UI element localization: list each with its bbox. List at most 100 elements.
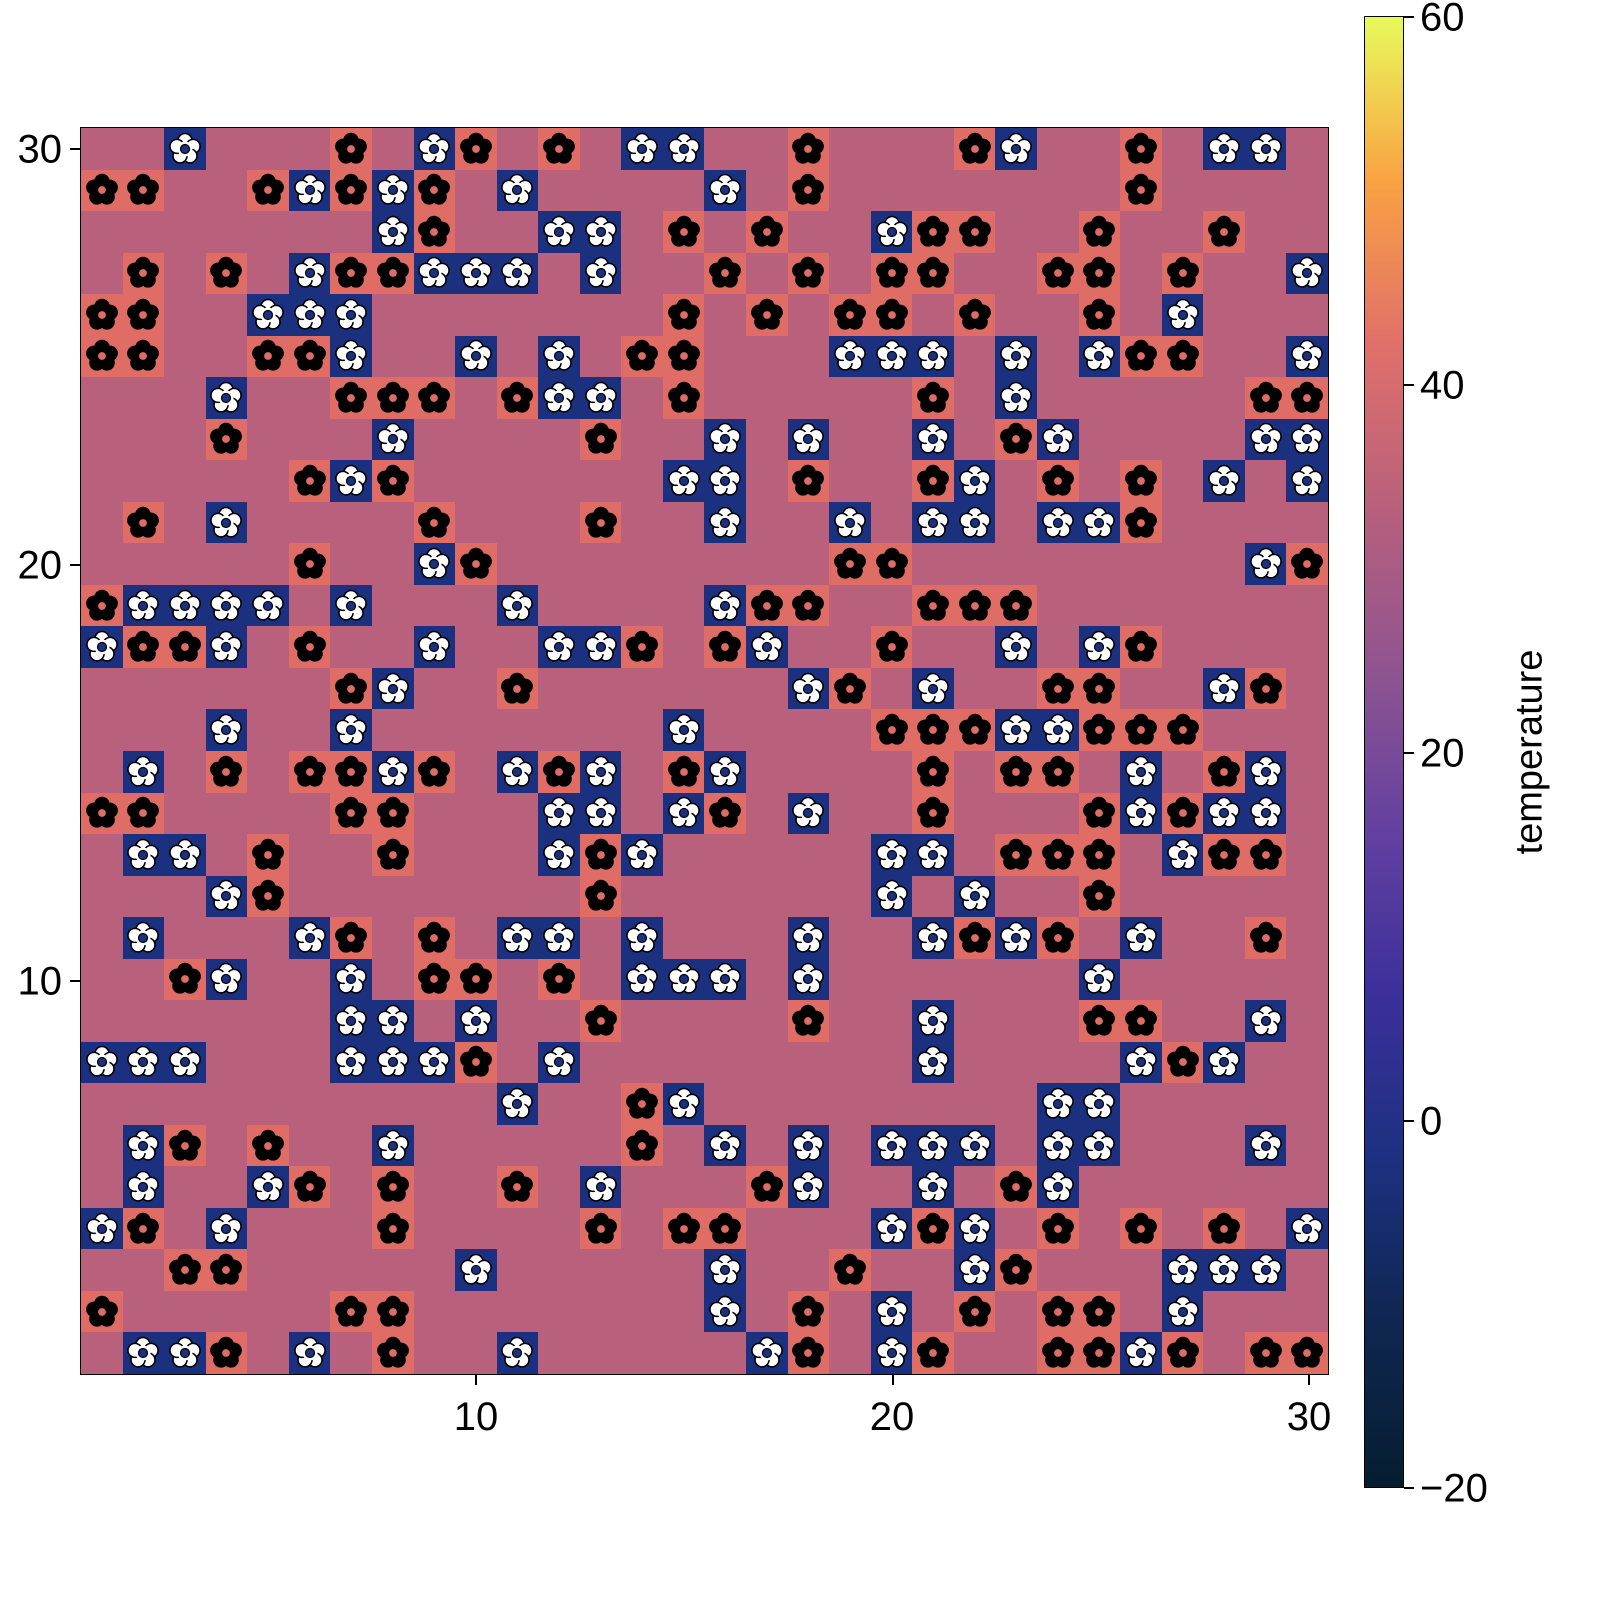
heatmap-cell-cold [330,1000,372,1042]
heatmap-cell [995,543,1038,585]
heatmap-cell [787,1041,830,1084]
heatmap-cell [870,501,913,544]
heatmap-cell [995,1332,1038,1374]
heatmap-cell-warm [1120,1000,1162,1042]
white-flower-icon [1249,423,1282,455]
heatmap-cell [829,128,871,170]
heatmap-cell-cold [538,917,580,959]
heatmap-cell-cold [1078,1083,1121,1125]
heatmap-cell-cold [330,958,372,1001]
heatmap-cell [579,294,622,336]
heatmap-cell [330,1207,372,1250]
heatmap-cell [746,169,788,212]
heatmap-cell-warm [164,1249,206,1291]
heatmap-cell [247,1290,289,1333]
heatmap-cell [579,1249,622,1291]
heatmap-cell [413,335,456,378]
heatmap-cell-cold [787,917,830,959]
heatmap-cell-cold [621,128,663,170]
heatmap-cell-warm [164,958,206,1001]
heatmap-cell [1078,1249,1121,1291]
white-flower-icon [252,589,284,621]
white-flower-icon [127,1336,160,1368]
heatmap-cell [538,252,580,295]
black-flower-icon [1125,713,1157,745]
heatmap-cell [662,543,705,585]
heatmap-cell-cold [81,1041,123,1084]
black-flower-icon [169,630,201,662]
heatmap-cell-warm [455,543,497,585]
black-flower-icon [626,340,659,372]
white-flower-icon [1208,796,1240,828]
heatmap-cell-cold [1161,834,1204,876]
heatmap-cell [1244,709,1287,751]
colorbar-tick [1404,1120,1414,1122]
black-flower-icon [1083,672,1116,704]
white-flower-icon [127,589,160,621]
heatmap-cell [829,418,871,461]
heatmap-cell [995,501,1038,544]
heatmap-cell-warm [288,460,331,502]
heatmap-cell [870,792,913,835]
heatmap-cell [1037,294,1079,336]
heatmap-cell [829,834,871,876]
heatmap-cell [746,709,788,751]
black-flower-icon [85,298,118,330]
heatmap-cell-warm [81,335,123,378]
heatmap-cell-warm [247,1124,289,1167]
white-flower-icon [376,173,409,205]
white-flower-icon [917,1004,949,1036]
heatmap-cell-cold [704,501,747,544]
heatmap-cell [1078,1041,1121,1084]
heatmap-cell [995,1083,1038,1125]
heatmap-cell [496,1290,539,1333]
heatmap-cell [1244,1290,1287,1333]
heatmap-cell-cold [81,1207,123,1250]
heatmap-cell [496,792,539,835]
white-flower-icon [543,1046,575,1078]
white-flower-icon [667,464,700,496]
heatmap-cell [330,1249,372,1291]
heatmap-cell-cold [288,252,331,295]
heatmap-cell-cold [912,418,954,461]
heatmap-cell [953,1332,996,1374]
heatmap-cell-warm [330,169,372,212]
heatmap-cell [1120,377,1162,419]
heatmap-cell-cold [1120,750,1162,793]
white-flower-icon [293,921,326,953]
heatmap-cell-cold [912,1000,954,1042]
heatmap-cell [205,834,248,876]
heatmap-cell-cold [330,335,372,378]
heatmap-cell [1203,958,1245,1001]
heatmap-cell [746,1249,788,1291]
heatmap-cell-cold [413,128,456,170]
black-flower-icon [85,589,118,621]
heatmap-cell-cold [1037,1083,1079,1125]
heatmap-cell [1078,418,1121,461]
heatmap-cell [538,1332,580,1374]
heatmap-cell-warm [1120,460,1162,502]
white-flower-icon [459,1004,492,1036]
heatmap-cell [371,128,414,170]
heatmap-cell-warm [1120,128,1162,170]
heatmap-cell-warm [1037,1290,1079,1333]
heatmap-cell-cold [247,294,289,336]
heatmap-cell-warm [579,501,622,544]
black-flower-icon [418,506,451,538]
heatmap-cell-warm [81,1290,123,1333]
black-flower-icon [709,257,742,289]
white-flower-icon [501,1336,534,1368]
heatmap-cell-cold [912,667,954,710]
black-flower-icon [293,630,326,662]
heatmap-cell [953,169,996,212]
heatmap-cell [1244,875,1287,918]
white-flower-icon [1291,1212,1324,1244]
heatmap-cell [205,1041,248,1084]
black-flower-icon [1041,464,1074,496]
black-flower-icon [1083,1336,1116,1368]
heatmap-cell [496,875,539,918]
heatmap-cell [455,875,497,918]
black-flower-icon [792,589,825,621]
heatmap-cell [413,460,456,502]
y-tick-label: 10 [17,959,63,1004]
